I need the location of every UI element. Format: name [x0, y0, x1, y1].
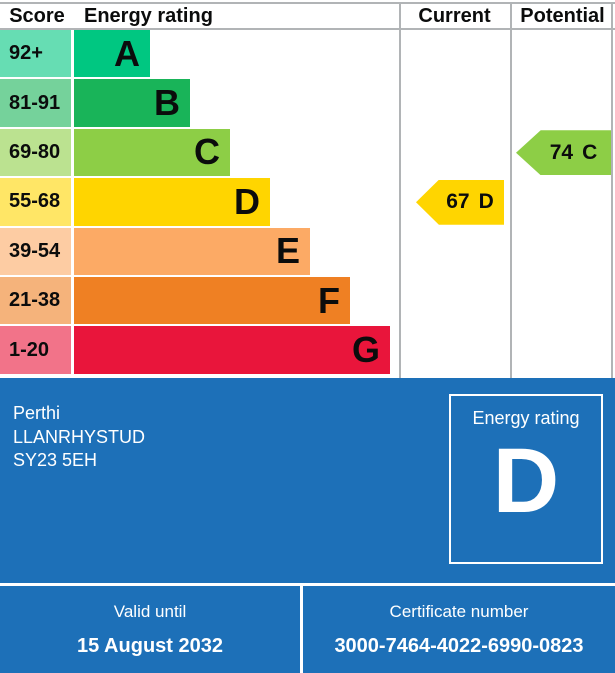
band-row-b: 81-91 B — [0, 79, 390, 127]
column-header-score: Score — [9, 4, 65, 27]
band-bar-c: C — [74, 128, 230, 177]
band-score-range-e: 39-54 — [0, 227, 71, 275]
property-address: Perthi LLANRHYSTUD SY23 5EH — [13, 402, 145, 473]
energy-rating-box-label: Energy rating — [472, 408, 580, 428]
band-score-range-g: 1-20 — [0, 326, 71, 374]
column-header-energy-rating: Energy rating — [84, 4, 213, 27]
chart-header-row: Score Energy rating Current Potential — [0, 2, 615, 30]
potential-rating-arrow: 74 C — [516, 130, 611, 176]
energy-rating-box-value: D — [492, 430, 560, 532]
band-row-a: 92+ A — [0, 30, 390, 78]
current-rating-score: 67 — [446, 190, 470, 214]
band-bar-d: D — [74, 178, 270, 226]
column-header-potential: Potential — [520, 4, 605, 27]
band-bar-b: B — [74, 79, 190, 127]
band-bar-a: A — [74, 30, 150, 78]
summary-panel: Perthi LLANRHYSTUD SY23 5EH Energy ratin… — [0, 378, 615, 673]
column-divider-potential — [510, 2, 512, 378]
certificate-number-value: 3000-7464-4022-6990-0823 — [334, 635, 584, 657]
valid-until-label: Valid until — [113, 602, 187, 621]
certificate-number-label: Certificate number — [389, 602, 529, 621]
potential-rating-band: C — [582, 140, 598, 164]
band-row-f: 21-38 F — [0, 276, 390, 325]
band-row-e: 39-54 E — [0, 227, 390, 275]
address-line-1: Perthi — [13, 403, 61, 423]
column-header-current: Current — [418, 4, 491, 27]
address-line-2: LLANRHYSTUD — [13, 426, 146, 447]
band-score-range-f: 21-38 — [0, 276, 71, 325]
band-bar-f: F — [74, 276, 350, 325]
band-score-range-d: 55-68 — [0, 178, 71, 226]
band-bar-g: G — [74, 326, 390, 374]
band-row-d: 55-68 D — [0, 178, 390, 226]
energy-rating-chart: Score Energy rating Current Potential 92… — [0, 0, 615, 378]
band-bar-e: E — [74, 227, 310, 275]
current-rating-band: D — [478, 190, 494, 214]
energy-rating-box: Energy rating D — [449, 394, 603, 564]
column-divider-current — [399, 2, 401, 378]
potential-rating-score: 74 — [549, 140, 574, 164]
band-score-range-c: 69-80 — [0, 128, 71, 177]
certificate-footer: Valid until 15 August 2032 Certificate n… — [0, 583, 615, 673]
band-score-range-b: 81-91 — [0, 79, 71, 127]
band-rows: 92+ A 81-91 B 69-80 C 55-68 D 39-54 E 21-38 F 1-20 G — [0, 30, 390, 376]
valid-until-date: 15 August 2032 — [77, 635, 223, 657]
certificate-number-cell: Certificate number 3000-7464-4022-6990-0… — [303, 586, 615, 673]
valid-until-cell: Valid until 15 August 2032 — [0, 586, 303, 673]
address-line-3: SY23 5EH — [13, 450, 98, 470]
band-row-c: 69-80 C — [0, 128, 390, 177]
band-row-g: 1-20 G — [0, 326, 390, 374]
current-rating-arrow: 67 D — [416, 179, 504, 225]
chart-right-border — [611, 2, 613, 378]
band-score-range-a: 92+ — [0, 30, 71, 78]
